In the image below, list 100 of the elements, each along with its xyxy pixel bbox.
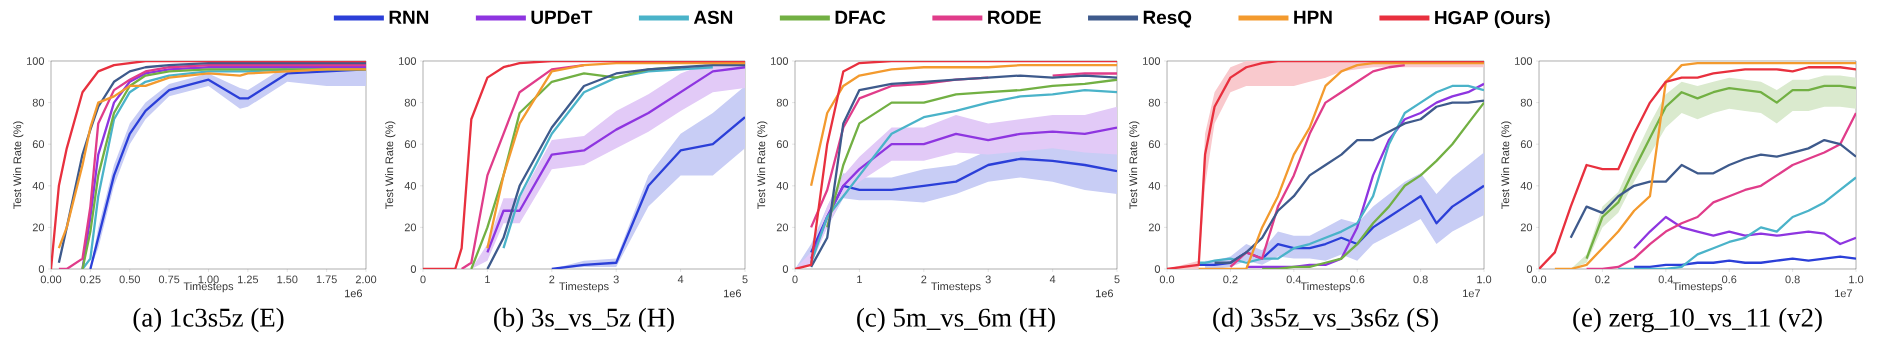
legend-label: DFAC [835,10,886,25]
x-tick-label: 1.00 [198,275,219,284]
text: 1e6 [724,289,741,298]
y-axis-title: Test Win Rate (%) [757,121,768,209]
y-tick-label: 100 [1515,57,1533,65]
x-tick-label: 1.0 [1849,275,1864,284]
y-tick-label: 60 [776,140,789,149]
y-tick-label: 100 [399,57,417,65]
y-tick-label: 40 [32,181,45,190]
legend-label: RODE [988,10,1041,25]
legend-label: HGAP (Ours) [1435,10,1550,29]
x-tick-label: 1 [485,275,490,284]
y-tick-label: 0 [1526,265,1533,273]
text: (e) zerg_10_vs_11 (v2) [1573,307,1822,333]
text: (a) 1c3s5z (E) [133,307,284,333]
y-tick-label: 0 [410,265,417,273]
y-tick-label: 100 [771,57,789,65]
x-tick-label: 0.2 [1595,275,1610,284]
x-tick-label: 0.6 [1350,275,1365,284]
x-tick-label: 0 [792,275,798,284]
y-tick-label: 100 [27,57,45,65]
x-tick-label: 4 [1049,275,1056,284]
x-tick-label: 1.75 [316,275,337,284]
text: (d) 3s5z_vs_3s6z (S) [1213,307,1438,333]
y-tick-label: 60 [1148,140,1161,149]
y-tick-label: 100 [1143,57,1161,65]
line-series [1569,138,1857,239]
y-tick-label: 0 [38,265,45,273]
text: (b) 3s_vs_5z (H) [494,307,674,333]
legend-label: ResQ [1143,10,1192,28]
x-tick-label: 0.0 [1159,275,1175,284]
line-series [1260,101,1485,269]
x-axis-title: Timesteps [1300,282,1351,293]
x-tick-label: 0 [420,275,426,284]
x-tick-label: 3 [613,275,619,284]
legend-label: ASN [693,10,733,25]
y-tick-label: 80 [404,98,417,107]
y-tick-label: 40 [1520,181,1533,190]
x-tick-label: 0.25 [80,275,101,284]
y-tick-label: 60 [404,140,417,149]
x-axis-title: Timesteps [1672,282,1723,293]
x-axis-title: Timesteps [931,282,981,293]
y-tick-label: 80 [1520,98,1533,107]
x-tick-label: 3 [985,275,991,284]
y-tick-label: 40 [404,181,417,190]
line-series [1229,64,1406,269]
x-tick-label: 1.0 [1477,275,1492,284]
x-axis-title: Timesteps [183,282,234,293]
x-tick-label: 2 [921,275,927,284]
line-series [550,116,745,269]
y-tick-label: 80 [776,98,789,107]
x-tick-label: 0.2 [1223,275,1238,284]
y-axis-title: Test Win Rate (%) [1129,121,1140,209]
y-tick-label: 60 [32,140,45,149]
y-tick-label: 0 [1154,265,1161,273]
y-tick-label: 80 [32,98,45,107]
y-tick-label: 60 [1520,140,1533,149]
y-tick-label: 40 [1148,181,1161,190]
x-tick-label: 0.0 [1531,275,1547,284]
x-tick-label: 0.8 [1413,275,1428,284]
y-tick-label: 20 [1520,223,1533,232]
line-series [1632,215,1857,250]
y-tick-label: 0 [782,265,789,273]
line-series [502,66,714,250]
y-tick-label: 20 [1148,223,1161,232]
x-tick-label: 0.75 [158,275,180,284]
x-tick-label: 0.6 [1722,275,1737,284]
y-tick-label: 40 [776,181,789,190]
y-tick-label: 20 [776,223,789,232]
x-tick-label: 1.25 [238,275,259,284]
x-tick-label: 5 [742,275,748,284]
x-tick-label: 1.50 [277,275,298,284]
x-tick-label: 2.00 [355,275,377,284]
x-tick-label: 0.4 [1658,275,1674,284]
x-tick-label: 5 [1114,275,1120,284]
x-tick-label: 0.8 [1785,275,1800,284]
line-series [1632,255,1857,269]
text: (c) 5m_vs_6m (H) [857,307,1055,333]
line-series [809,126,1118,260]
y-axis-title: Test Win Rate (%) [13,121,24,209]
text: 1e6 [1096,289,1113,298]
y-tick-label: 20 [32,223,45,232]
text: 1e7 [1463,289,1480,298]
x-tick-label: 2 [549,275,555,284]
y-axis-title: Test Win Rate (%) [1501,121,1512,209]
x-tick-label: 0.50 [119,275,140,284]
legend-label: RNN [389,10,429,24]
text: 1e6 [345,289,362,298]
text: 1e7 [1835,289,1852,298]
line-series [1585,84,1857,260]
x-axis-title: Timesteps [559,282,609,293]
y-tick-label: 20 [404,223,417,232]
legend-label: UPDeT [531,10,593,24]
line-series [809,157,1118,254]
legend-label: HPN [1294,10,1332,24]
y-tick-label: 80 [1148,98,1161,107]
x-tick-label: 1 [857,275,862,284]
y-axis-title: Test Win Rate (%) [385,121,396,209]
x-tick-label: 0.4 [1286,275,1302,284]
x-tick-label: 0.00 [40,275,62,284]
